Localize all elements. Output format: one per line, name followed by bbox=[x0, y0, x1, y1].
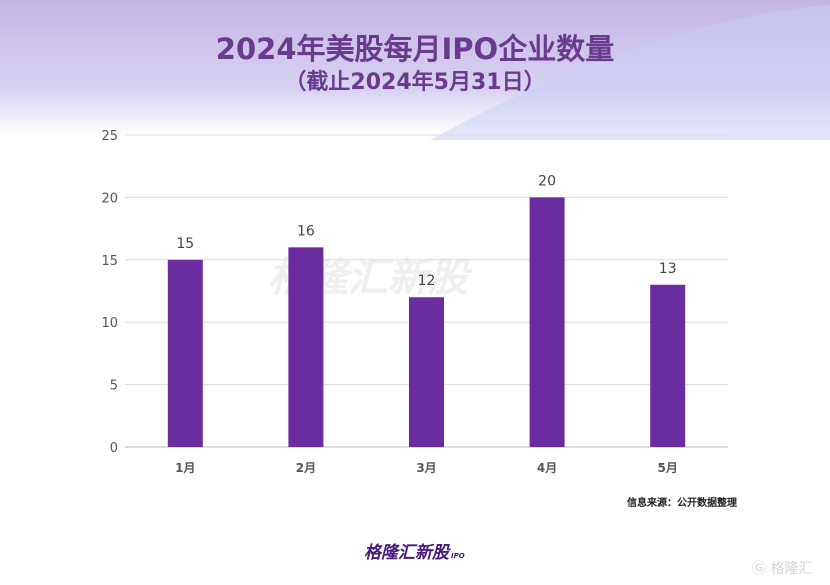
x-tick-label: 1月 bbox=[175, 461, 195, 475]
data-label: 13 bbox=[659, 261, 677, 277]
bar bbox=[529, 197, 565, 447]
x-tick-label: 4月 bbox=[537, 461, 557, 475]
watermark-text: 格隆汇 bbox=[770, 561, 813, 577]
brand-logo: 格隆汇新股 IPO bbox=[364, 538, 465, 563]
y-tick-label: 10 bbox=[101, 316, 118, 331]
chart-subtitle: （截止2024年5月31日） bbox=[284, 70, 546, 95]
bar bbox=[288, 247, 324, 447]
x-tick-label: 3月 bbox=[416, 461, 436, 475]
data-label: 15 bbox=[176, 236, 194, 252]
logo-text: 格隆汇新股 bbox=[364, 543, 449, 563]
y-tick-label: 15 bbox=[101, 254, 118, 269]
y-tick-label: 20 bbox=[101, 191, 118, 206]
data-label: 16 bbox=[297, 223, 315, 239]
bar bbox=[650, 284, 686, 447]
y-tick-label: 5 bbox=[110, 379, 118, 394]
data-label: 20 bbox=[538, 173, 556, 189]
y-tick-label: 25 bbox=[101, 129, 118, 144]
chart-title: 2024年美股每月IPO企业数量 bbox=[215, 32, 615, 66]
bar bbox=[167, 259, 203, 447]
y-tick-label: 0 bbox=[110, 441, 118, 456]
x-tick-label: 5月 bbox=[658, 461, 678, 475]
x-tick-label: 2月 bbox=[296, 461, 316, 475]
bar bbox=[409, 297, 444, 447]
logo-sub: IPO bbox=[451, 552, 465, 560]
data-label: 12 bbox=[418, 273, 436, 289]
watermark: Ⓖ 格隆汇 bbox=[752, 561, 813, 577]
source-note: 信息来源：公开数据整理 bbox=[627, 498, 737, 509]
